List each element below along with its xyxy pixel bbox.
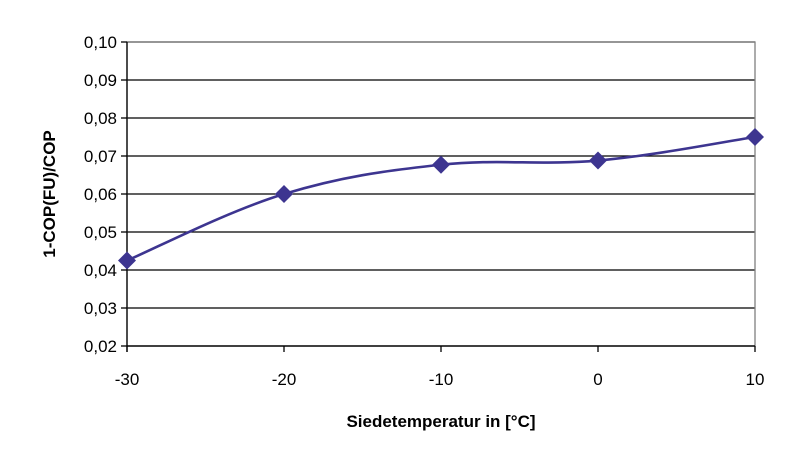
y-tick-label: 0,09 <box>84 71 117 90</box>
y-tick-label: 0,05 <box>84 223 117 242</box>
gridlines <box>127 41 755 347</box>
y-tick-label: 0,04 <box>84 261 117 280</box>
x-tick-label: -10 <box>429 370 454 389</box>
x-axis-tick-labels: -30 -20 -10 0 10 <box>115 370 765 389</box>
y-axis-tick-labels: 0,02 0,03 0,04 0,05 0,06 0,07 0,08 0,09 0,10 <box>84 33 117 356</box>
y-tick-label: 0,07 <box>84 147 117 166</box>
data-point-marker <box>432 155 450 174</box>
x-tick-label: -20 <box>272 370 297 389</box>
series-layer <box>118 128 764 270</box>
data-point-marker <box>118 251 136 270</box>
data-point-marker <box>746 128 764 146</box>
y-tick-label: 0,10 <box>84 33 117 52</box>
x-tick-label: 10 <box>746 370 765 389</box>
data-point-marker <box>275 185 293 203</box>
x-axis-title: Siedetemperatur in [°C] <box>346 412 535 431</box>
y-tick-label: 0,02 <box>84 337 117 356</box>
y-tick-label: 0,08 <box>84 109 117 128</box>
y-tick-label: 0,06 <box>84 185 117 204</box>
x-tick-label: -30 <box>115 370 140 389</box>
axes <box>121 41 756 352</box>
x-tick-label: 0 <box>593 370 602 389</box>
y-tick-label: 0,03 <box>84 299 117 318</box>
data-point-marker <box>589 151 607 170</box>
y-axis-title: 1-COP(FU)/COP <box>40 130 59 258</box>
